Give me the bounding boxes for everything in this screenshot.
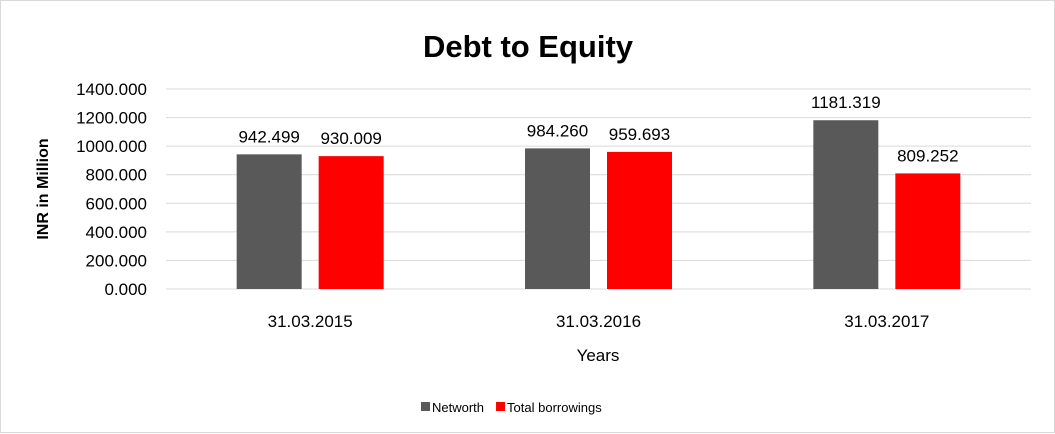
data-label: 942.499 (238, 127, 299, 146)
chart-title: Debt to Equity (423, 29, 634, 64)
x-tick-label: 31.03.2016 (556, 312, 641, 331)
data-label: 1181.319 (811, 93, 881, 112)
x-axis-label: Years (577, 346, 620, 365)
data-label: 959.693 (609, 125, 670, 144)
legend-swatch (421, 402, 430, 411)
bar-total-borrowings (318, 156, 384, 289)
x-tick-label: 31.03.2015 (268, 312, 353, 331)
y-tick-label: 0.000 (104, 280, 147, 299)
legend-label: Networth (432, 400, 484, 415)
y-tick-label: 400.000 (86, 223, 147, 242)
x-tick-label: 31.03.2017 (844, 312, 929, 331)
bar-total-borrowings (607, 151, 672, 289)
y-tick-label: 200.000 (86, 251, 147, 270)
data-label: 984.260 (527, 121, 588, 140)
y-tick-label: 800.000 (86, 166, 147, 185)
bar-total-borrowings (895, 173, 961, 289)
bar-networth (525, 148, 590, 289)
bar-networth (813, 120, 879, 289)
y-tick-label: 1200.000 (76, 109, 147, 128)
y-axis-label: INR in Million (35, 138, 52, 239)
bar-networth (236, 154, 302, 289)
legend-label: Total borrowings (507, 400, 602, 415)
data-label: 930.009 (320, 129, 381, 148)
y-tick-label: 600.000 (86, 194, 147, 213)
y-tick-label: 1400.000 (76, 80, 147, 99)
legend-swatch (496, 402, 506, 411)
y-tick-label: 1000.000 (76, 137, 147, 156)
data-label: 809.252 (897, 146, 958, 165)
